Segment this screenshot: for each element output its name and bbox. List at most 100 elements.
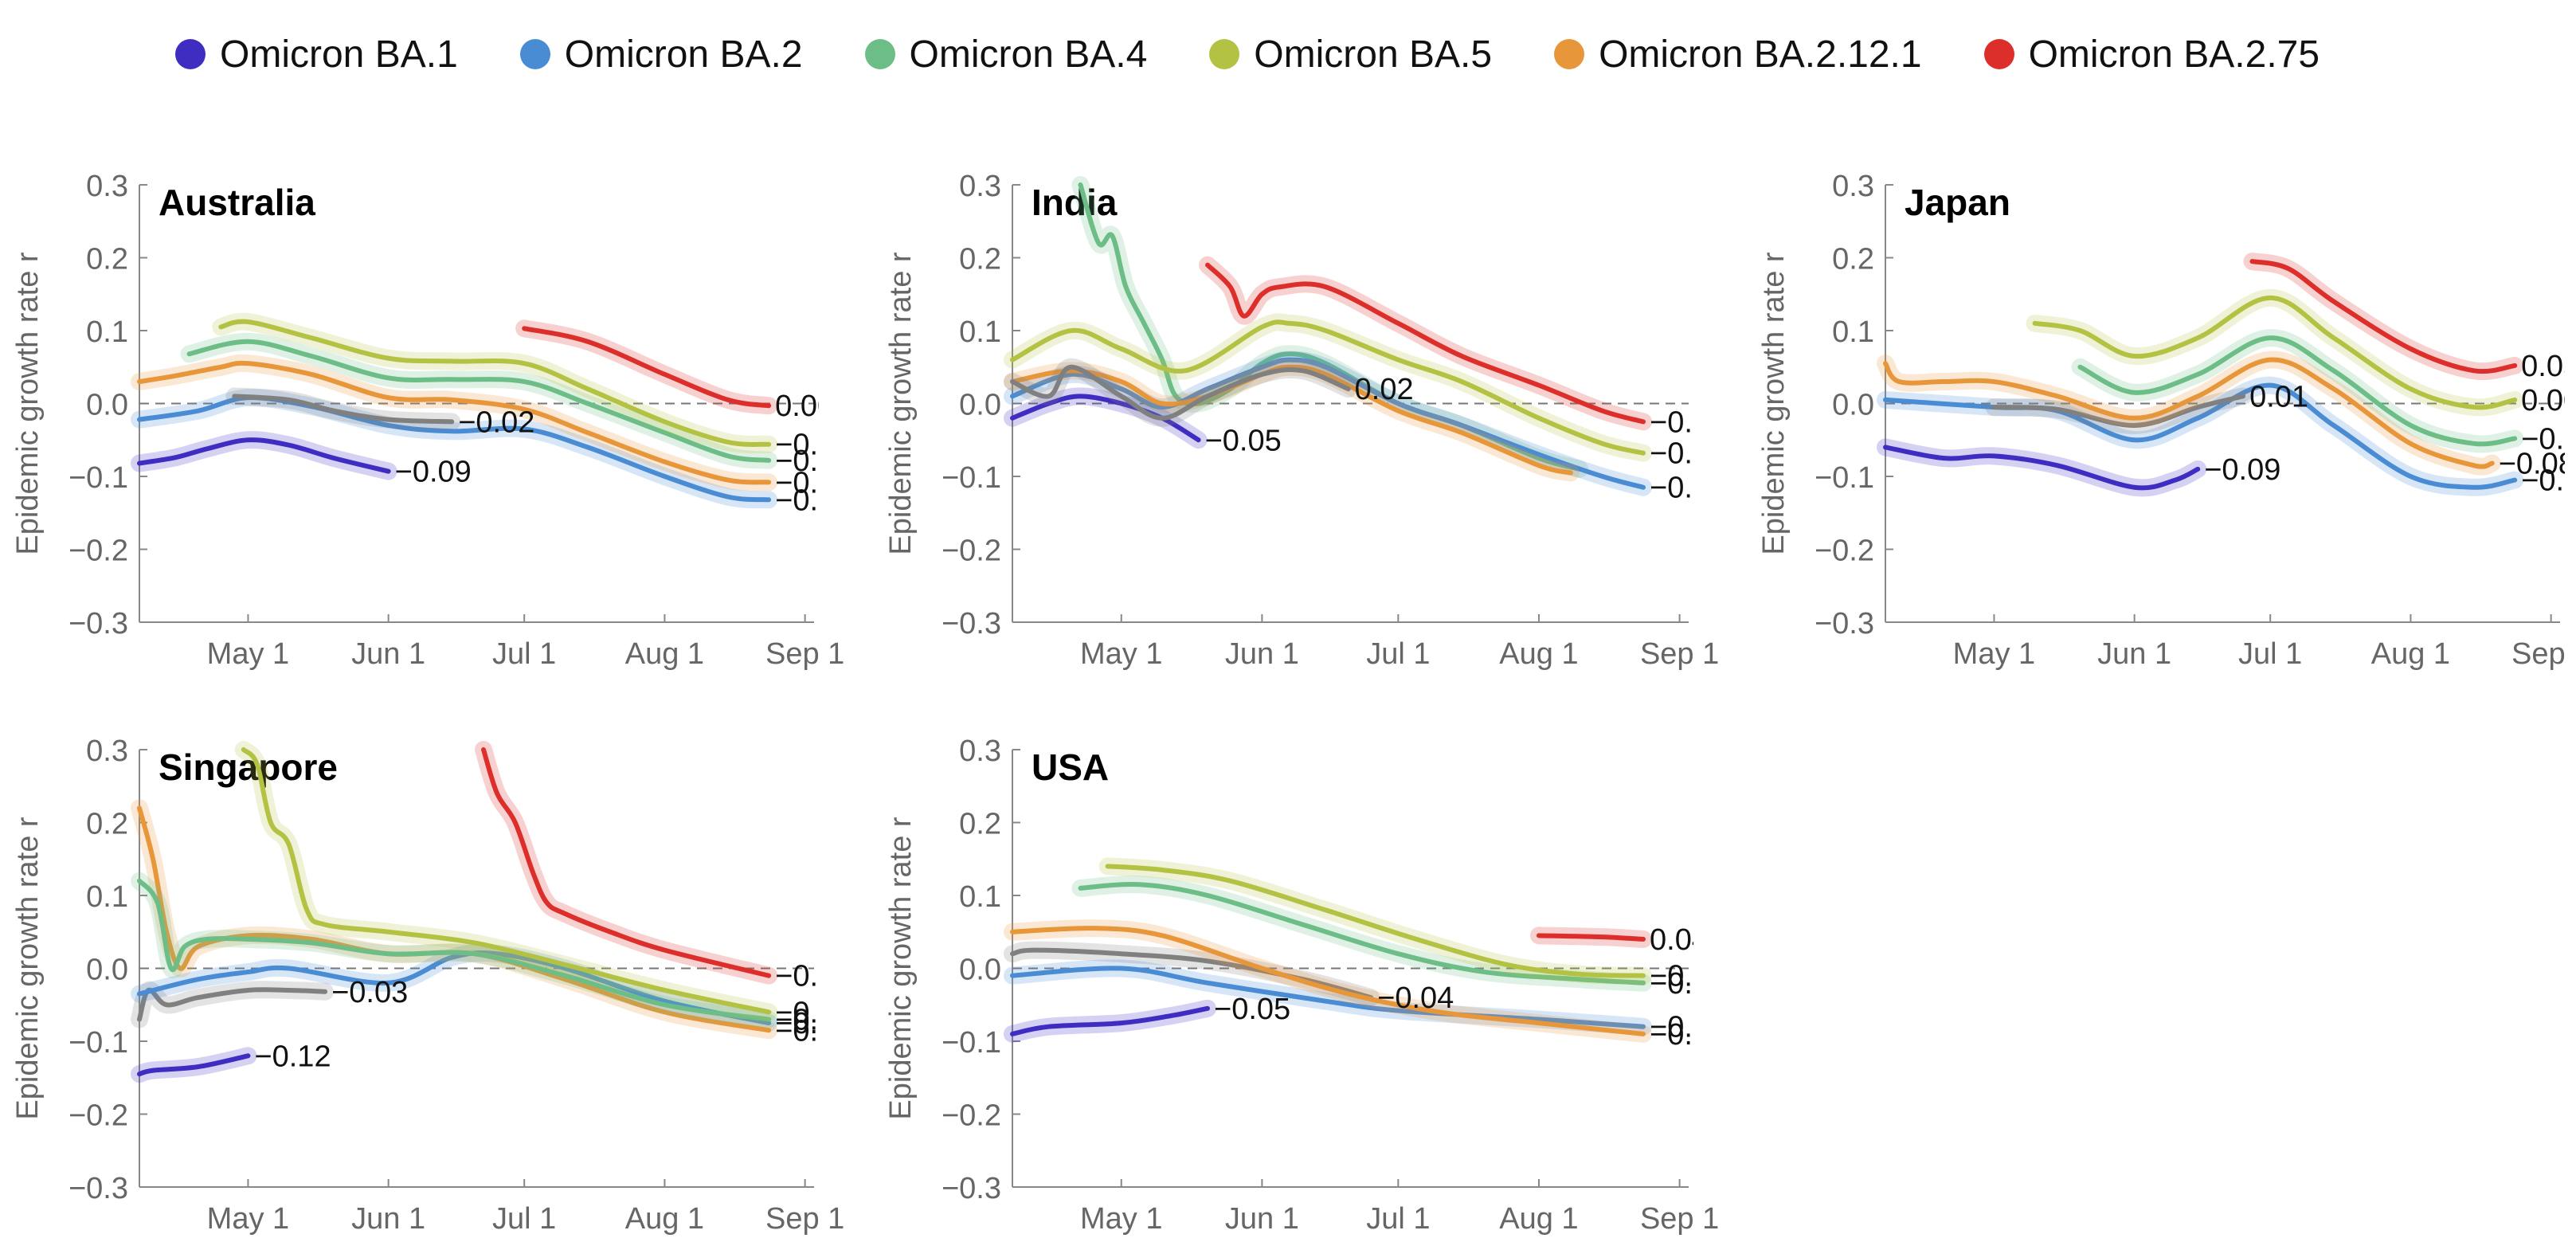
series-line — [1105, 864, 1646, 978]
series-line — [481, 747, 772, 978]
legend-dot — [1554, 39, 1585, 69]
y-tick-label: −0.3 — [69, 1172, 128, 1205]
end-label: −0.12 — [1650, 472, 1726, 505]
end-label: 0.02 — [1355, 373, 1414, 406]
y-tick-label: −0.1 — [942, 1026, 1001, 1060]
legend-item-ba2121[interactable]: Omicron BA.2.12.1 — [1554, 33, 1922, 76]
end-label: −0.02 — [458, 406, 534, 439]
legend-label: Omicron BA.4 — [909, 33, 1148, 76]
x-tick-label: Aug 1 — [2371, 637, 2450, 671]
y-axis-label: Epidemic growth rate r — [884, 817, 918, 1119]
y-tick-label: 0.2 — [1832, 243, 1874, 276]
series-line — [137, 395, 772, 503]
y-tick-label: 0.0 — [959, 389, 1001, 422]
series-line — [137, 437, 391, 474]
end-label: −0.01 — [775, 960, 851, 993]
legend-dot — [1209, 39, 1240, 69]
legend-dot — [864, 39, 895, 69]
y-tick-label: 0.3 — [959, 170, 1001, 203]
legend-label: Omicron BA.2.12.1 — [1599, 33, 1922, 76]
y-tick-label: 0.2 — [86, 243, 128, 276]
end-label: −0.01 — [1650, 960, 1726, 993]
series-line — [2032, 295, 2518, 410]
y-tick-label: 0.0 — [86, 389, 128, 422]
series-line — [1010, 364, 1573, 476]
series-line — [1010, 1005, 1211, 1036]
series-line — [137, 950, 772, 1026]
y-tick-label: 0.1 — [1832, 315, 1874, 349]
end-label: −0.07 — [775, 1004, 851, 1037]
x-tick-label: May 1 — [1953, 637, 2035, 671]
end-label: −0.05 — [2521, 422, 2576, 456]
panel-title: Japan — [1905, 182, 2010, 223]
y-tick-label: 0.0 — [1832, 389, 1874, 422]
x-tick-label: May 1 — [1080, 637, 1162, 671]
legend-item-ba5[interactable]: Omicron BA.5 — [1209, 33, 1492, 76]
series-line — [241, 747, 772, 1015]
end-label: −0.08 — [2499, 448, 2575, 481]
x-tick-label: Jun 1 — [2097, 637, 2171, 671]
y-tick-label: 0.3 — [959, 735, 1001, 768]
y-tick-label: 0.1 — [959, 880, 1001, 914]
end-label: −0.08 — [775, 1007, 851, 1040]
end-label: −0.03 — [331, 976, 408, 1009]
y-tick-label: 0.1 — [86, 315, 128, 349]
end-label: −0.08 — [1650, 1011, 1726, 1044]
legend-item-ba1[interactable]: Omicron BA.1 — [175, 33, 458, 76]
y-tick-label: −0.3 — [942, 607, 1001, 641]
y-tick-label: 0.1 — [86, 880, 128, 914]
series-line — [1010, 926, 1646, 1036]
series-line — [137, 878, 772, 1022]
end-label: −0.08 — [775, 1014, 851, 1048]
end-labels: −0.05 −0.12 0.02 −0.07−0.02 — [1205, 373, 1726, 505]
end-label: −0.05 — [1205, 424, 1282, 457]
series-band — [1877, 438, 2207, 497]
series-line — [1010, 364, 1351, 421]
series-line — [1883, 357, 2495, 469]
series-line — [137, 805, 772, 1033]
end-label: −0.02 — [1650, 967, 1726, 1001]
y-tick-label: −0.1 — [69, 461, 128, 495]
series-line — [218, 319, 772, 447]
end-label: −0.09 — [1650, 1018, 1726, 1052]
x-tick-label: Jul 1 — [2238, 637, 2302, 671]
end-label: −0.11 — [775, 466, 849, 500]
x-tick-label: Sep 1 — [1640, 637, 1719, 671]
series-line — [1991, 394, 2246, 428]
x-tick-label: Aug 1 — [1499, 1202, 1578, 1236]
x-tick-label: Jul 1 — [492, 637, 556, 671]
end-label: −0.04 — [1377, 981, 1454, 1015]
panel-title: Australia — [159, 182, 315, 223]
series-line — [1078, 882, 1646, 985]
legend-item-ba4[interactable]: Omicron BA.4 — [864, 33, 1148, 76]
x-tick-label: Jul 1 — [1366, 1202, 1430, 1236]
end-labels: −0.05 −0.04 −0.08−0.09 −0.02−0.010.04 — [1214, 923, 1726, 1052]
x-tick-label: Aug 1 — [625, 1202, 704, 1236]
end-label: 0.04 — [1650, 923, 1709, 957]
end-label: −0.12 — [254, 1040, 331, 1073]
end-label: −0.08 — [775, 445, 851, 478]
x-tick-label: Sep 1 — [2511, 637, 2576, 671]
chart-panel: 0.3 0.2 0.1 0.0 −0.1 −0.2 −0.3 May 1 Jun 1 Jul 1 A… — [884, 735, 1726, 1236]
series-band — [475, 741, 778, 985]
y-axis-label: Epidemic growth rate r — [11, 817, 45, 1119]
x-tick-label: May 1 — [1080, 1202, 1162, 1236]
y-tick-label: 0.0 — [86, 954, 128, 987]
end-label: −0.13 — [775, 484, 851, 517]
end-label: −0.09 — [2204, 453, 2280, 487]
end-label: −0.06 — [775, 996, 851, 1029]
x-tick-label: Jun 1 — [351, 637, 425, 671]
end-label: −0.06 — [775, 429, 851, 462]
chart-panel: 0.3 0.2 0.1 0.0 −0.1 −0.2 −0.3 May 1 Jun 1 Jul 1 A… — [11, 170, 851, 671]
end-label: 0.01 — [2249, 380, 2308, 413]
x-tick-label: May 1 — [207, 1202, 289, 1236]
legend-item-ba275[interactable]: Omicron BA.2.75 — [1983, 33, 2320, 76]
x-tick-label: Aug 1 — [625, 637, 704, 671]
x-tick-label: Aug 1 — [1499, 637, 1578, 671]
legend-item-ba2[interactable]: Omicron BA.2 — [519, 33, 803, 76]
series-line — [1205, 262, 1646, 425]
y-tick-label: −0.2 — [1815, 535, 1874, 568]
legend-label: Omicron BA.5 — [1254, 33, 1493, 76]
end-label: −0.10 — [2521, 464, 2576, 498]
y-tick-label: −0.2 — [69, 535, 128, 568]
